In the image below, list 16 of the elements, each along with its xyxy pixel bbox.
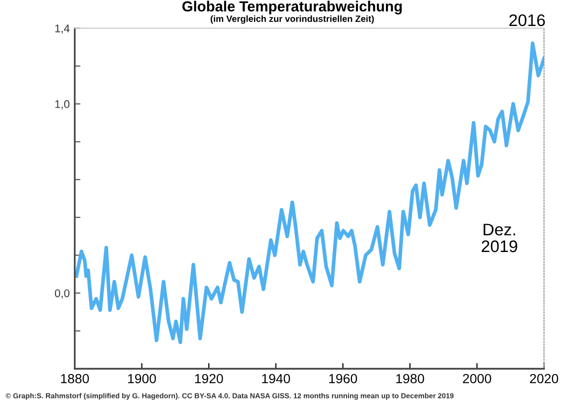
y-tick-label: 0,0 — [54, 289, 70, 299]
line-series — [74, 42, 544, 344]
annotation: Dez. 2019 — [482, 224, 518, 252]
y-tick-label: 1,0 — [55, 100, 70, 110]
x-tick-label: 1920 — [195, 374, 223, 384]
x-tick-label: 1940 — [262, 374, 290, 384]
x-tick-label: 1980 — [396, 374, 424, 384]
x-tick-label: 2000 — [462, 374, 492, 384]
x-tick-label: 2020 — [530, 374, 558, 384]
y-tick-label: 1,4 — [55, 24, 70, 34]
chart-title: Globale Temperaturabweichung — [182, 0, 402, 14]
chart-subtitle: (im Vergleich zur vorindustriellen Zeit) — [210, 15, 374, 24]
x-tick-label: 1900 — [128, 374, 156, 384]
x-tick-label: 1960 — [329, 374, 358, 384]
annotation: 2016 — [509, 14, 545, 26]
x-tick-label: 1880 — [61, 374, 89, 384]
